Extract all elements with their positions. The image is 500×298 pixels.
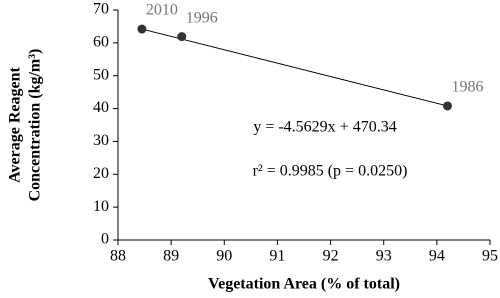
y-axis-title-line: Concentration (kg/m³) xyxy=(27,49,44,202)
y-tick-label: 20 xyxy=(93,165,109,182)
point-label: 1986 xyxy=(451,79,483,96)
point xyxy=(442,101,452,111)
x-tick-label: 88 xyxy=(110,248,126,265)
y-tick-label: 0 xyxy=(101,231,109,248)
x-tick-label: 89 xyxy=(163,248,179,265)
y-axis-title-line: Average Reagent xyxy=(7,67,24,183)
equation: y = -4.5629x + 470.34 xyxy=(253,119,396,136)
x-tick-label: 90 xyxy=(216,248,232,265)
y-tick-label: 50 xyxy=(93,66,109,83)
y-tick-label: 10 xyxy=(93,198,109,215)
x-tick-label: 93 xyxy=(376,248,392,265)
x-tick-label: 92 xyxy=(323,248,339,265)
trendline xyxy=(141,28,448,107)
x-axis-title: Vegetation Area (% of total) xyxy=(208,276,400,293)
y-tick-label: 70 xyxy=(93,1,109,18)
y-tick-label: 30 xyxy=(93,132,109,149)
point-label: 2010 xyxy=(146,2,178,19)
y-tick-label: 40 xyxy=(93,99,109,116)
point xyxy=(177,32,187,42)
x-tick-label: 91 xyxy=(269,248,285,265)
y-tick-label: 60 xyxy=(93,34,109,51)
x-tick-label: 95 xyxy=(482,248,498,265)
x-tick-label: 94 xyxy=(429,248,445,265)
point xyxy=(137,24,147,34)
y-axis-title: Average Reagent Concentration (kg/m³) xyxy=(7,49,44,202)
point-label: 1996 xyxy=(186,9,218,26)
r-squared: r² = 0.9985 (p = 0.0250) xyxy=(253,163,408,180)
